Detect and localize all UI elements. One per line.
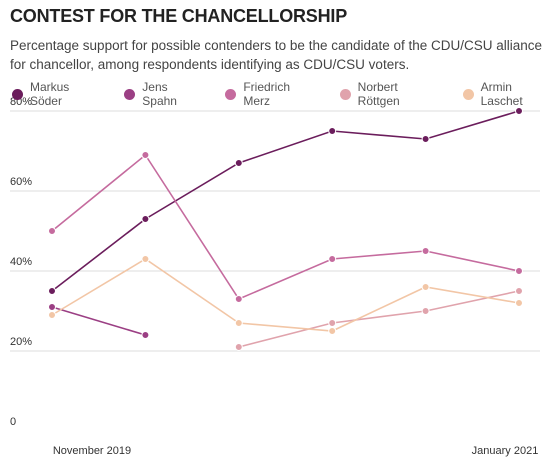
legend-label: Norbert Röttgen xyxy=(357,80,400,108)
data-point xyxy=(48,303,56,311)
data-point xyxy=(328,255,337,263)
data-point xyxy=(328,327,337,335)
legend-swatch xyxy=(12,88,23,100)
series-line xyxy=(238,290,520,348)
data-point xyxy=(421,135,430,143)
y-tick-label: 0 xyxy=(10,416,16,428)
legend-item: Norbert Röttgen xyxy=(339,80,443,108)
y-tick-label: 40% xyxy=(10,256,32,268)
data-point xyxy=(421,283,430,291)
legend-item: Armin Laschet xyxy=(462,80,557,108)
data-point xyxy=(234,343,243,351)
legend-item: Markus Söder xyxy=(12,80,104,108)
x-tick-label: January 2021 xyxy=(472,445,539,457)
data-point xyxy=(328,127,337,135)
legend-swatch xyxy=(339,88,351,100)
series-line xyxy=(51,258,520,332)
data-point xyxy=(515,107,523,115)
chart-title: CONTEST FOR THE CHANCELLORSHIP xyxy=(10,6,348,26)
series-line xyxy=(51,306,146,336)
data-point xyxy=(515,299,523,307)
data-point xyxy=(234,295,243,303)
y-tick-label: 20% xyxy=(10,336,32,348)
data-point xyxy=(421,247,430,255)
legend-item: Friedrich Merz xyxy=(225,80,319,108)
series-line xyxy=(51,110,520,292)
legend-swatch xyxy=(462,88,474,100)
legend-label: Jens Spahn xyxy=(142,80,177,108)
data-point xyxy=(141,215,150,223)
data-point xyxy=(328,319,337,327)
legend-swatch xyxy=(225,88,237,100)
legend-label: Markus Söder xyxy=(29,80,70,108)
x-tick-label: November 2019 xyxy=(53,445,131,457)
legend-label: Friedrich Merz xyxy=(243,80,291,108)
legend-swatch xyxy=(124,88,136,100)
data-point xyxy=(141,331,150,339)
legend: Markus Söder Jens Spahn Friedrich Merz Norb… xyxy=(12,80,557,108)
data-point xyxy=(515,267,523,275)
data-point xyxy=(141,151,150,159)
data-point xyxy=(48,311,56,319)
y-tick-label: 60% xyxy=(10,176,32,188)
data-point xyxy=(141,255,150,263)
data-point xyxy=(234,159,243,167)
data-point xyxy=(421,307,430,315)
data-point xyxy=(515,287,523,295)
legend-item: Jens Spahn xyxy=(124,80,205,108)
data-point xyxy=(48,287,56,295)
data-point xyxy=(48,227,56,235)
data-point xyxy=(234,319,243,327)
series-line xyxy=(51,153,520,301)
legend-label: Armin Laschet xyxy=(480,80,523,108)
chart-subtitle: Percentage support for possible contende… xyxy=(10,38,543,72)
